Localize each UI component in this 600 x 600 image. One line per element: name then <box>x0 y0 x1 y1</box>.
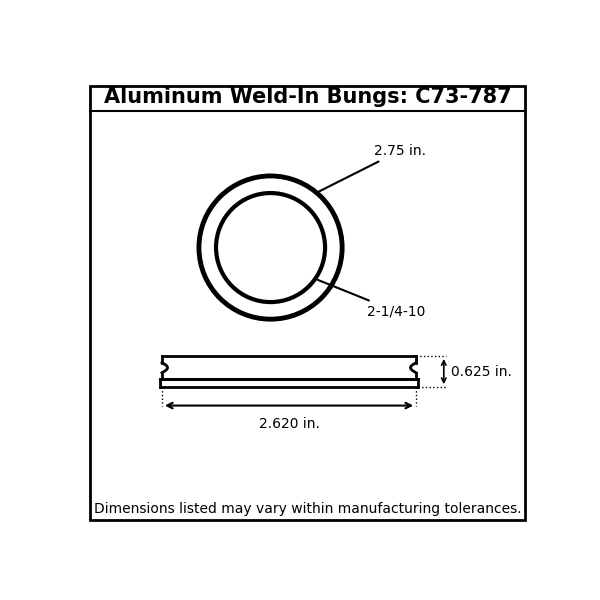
Text: 2.75 in.: 2.75 in. <box>319 143 427 191</box>
Text: 0.625 in.: 0.625 in. <box>451 365 512 379</box>
Text: Aluminum Weld-In Bungs: C73-787: Aluminum Weld-In Bungs: C73-787 <box>104 88 511 107</box>
Text: 2.620 in.: 2.620 in. <box>259 417 319 431</box>
Text: Dimensions listed may vary within manufacturing tolerances.: Dimensions listed may vary within manufa… <box>94 502 521 515</box>
Text: 2-1/4-10: 2-1/4-10 <box>318 280 425 319</box>
